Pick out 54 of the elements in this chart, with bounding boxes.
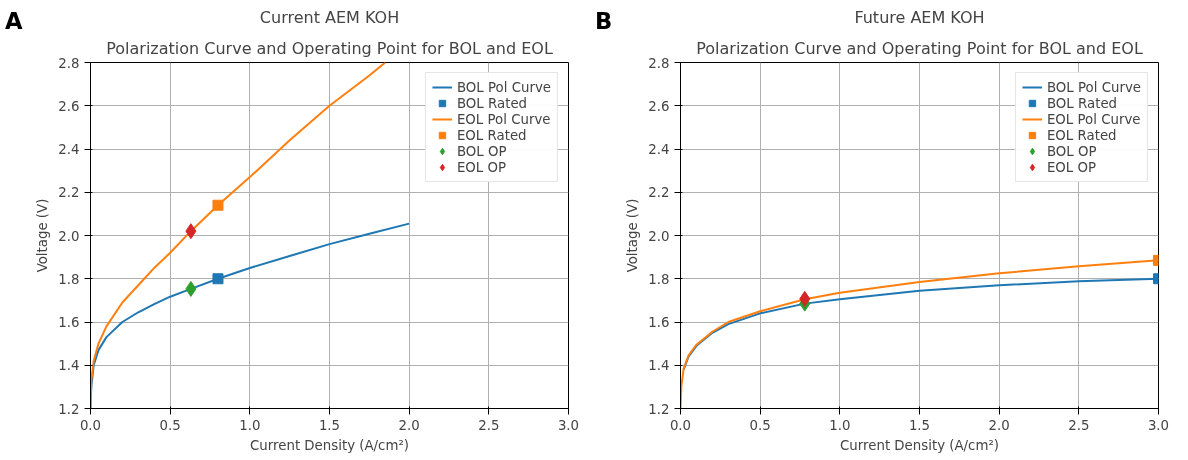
y-axis-title: Voltage (V) [625,198,641,273]
y-tick-label: 2.8 [58,55,80,71]
chart-title: Future AEM KOH [854,7,985,27]
y-tick-label: 2.0 [58,228,80,244]
x-tick-label: 1.5 [908,417,931,433]
legend-label: BOL Rated [1046,95,1118,111]
x-tick-label: 1.0 [239,417,261,433]
x-axis-title: Current Density (A/cm²) [250,437,409,453]
legend-label: BOL OP [1046,143,1097,159]
legend-label: EOL Rated [1046,127,1117,143]
x-tick-label: 3.0 [1147,417,1170,433]
x-tick-label: 2.0 [988,417,1010,433]
chart-title: Current AEM KOH [259,7,400,27]
y-tick-label: 2.8 [648,55,670,71]
legend-label: EOL Rated [456,127,527,143]
legend-label: EOL Pol Curve [456,111,551,127]
chart-subtitle: Polarization Curve and Operating Point for BOL and EOL [696,38,1143,58]
legend-label: BOL Pol Curve [456,79,551,95]
x-axis-title: Current Density (A/cm²) [840,437,999,453]
y-tick-label: 2.4 [648,142,670,157]
legend-label: BOL Pol Curve [1046,79,1141,95]
y-tick-label: 1.8 [648,271,670,287]
x-tick-label: 0.5 [159,417,181,433]
x-tick-label: 1.5 [318,417,341,433]
x-tick-label: 0.0 [669,417,692,433]
legend-label: EOL OP [1046,159,1097,175]
x-tick-label: 0.0 [79,417,102,433]
y-tick-label: 1.6 [58,315,80,330]
y-tick-label: 2.6 [648,98,670,114]
y-tick-label: 1.2 [58,401,80,417]
y-tick-label: 1.8 [58,271,80,287]
legend-label: BOL OP [456,143,507,159]
x-tick-label: 0.5 [749,417,771,433]
y-tick-label: 1.4 [58,358,80,374]
x-tick-label: 3.0 [557,417,580,433]
legend-label: EOL Pol Curve [1046,111,1141,127]
x-tick-label: 2.0 [398,417,420,433]
y-tick-label: 2.6 [58,98,80,114]
y-tick-label: 2.4 [58,142,80,157]
legend-label: BOL Rated [456,95,528,111]
y-tick-label: 2.2 [58,185,80,201]
y-tick-label: 2.0 [648,228,670,244]
text: B [595,7,613,36]
y-tick-label: 2.2 [648,185,670,201]
x-tick-label: 2.5 [1068,417,1090,433]
y-axis-title: Voltage (V) [35,198,51,273]
x-tick-label: 2.5 [478,417,500,433]
y-tick-label: 1.2 [648,401,670,417]
x-tick-label: 1.0 [829,417,851,433]
chart-subtitle: Polarization Curve and Operating Point for BOL and EOL [106,38,553,58]
text: A [5,7,23,36]
y-tick-label: 1.6 [648,315,670,330]
legend-label: EOL OP [456,159,507,175]
y-tick-label: 1.4 [648,358,670,374]
